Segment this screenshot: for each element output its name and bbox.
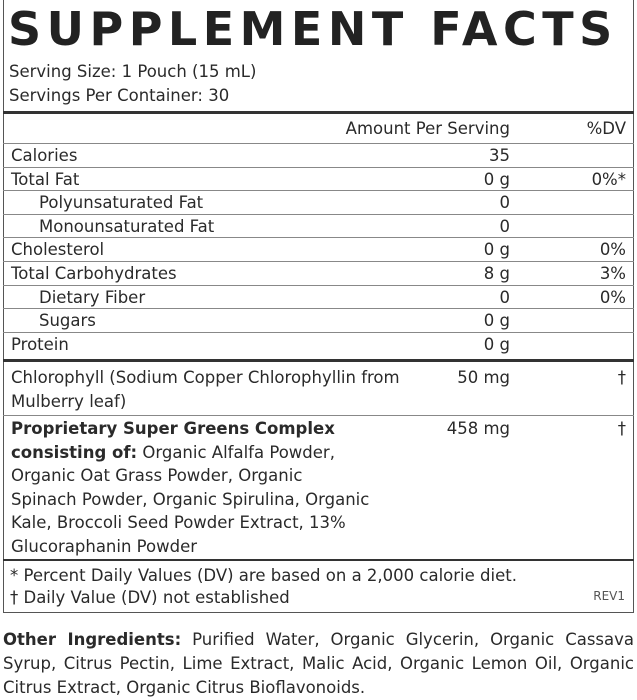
nutrient-row: Cholesterol 0 g 0% [3,238,634,262]
supplement-facts-panel [3,0,634,613]
nutrient-amount: 0 g [483,169,510,189]
ingredient-dv: † [617,368,626,387]
nutrient-name: Polyunsaturated Fat [39,193,204,213]
nutrient-dv: 3% [599,264,626,283]
row-divider [3,331,634,333]
nutrient-amount: 0 g [483,240,510,260]
nutrient-name: Cholesterol [11,240,105,260]
nutrient-name: Calories [11,146,78,165]
servings-per-container: Servings Per Container: 30 [9,86,230,105]
amount-header: Amount Per Serving [345,119,510,138]
footnote-dv: * Percent Daily Values (DV) are based on… [10,566,517,585]
row-divider [3,284,634,286]
revision-code: REV1 [593,589,625,603]
row-divider [3,213,634,215]
nutrient-name: Total Carbohydrates [11,264,177,283]
dv-header: %DV [586,119,626,138]
nutrient-amount: 0 g [483,334,510,354]
blend-description: Proprietary Super Greens Complex consist… [11,417,371,558]
nutrient-amount: 0 [499,216,511,236]
nutrient-dv: 0%* [591,169,626,189]
nutrient-amount: 0 [499,193,511,213]
nutrient-row: Total Carbohydrates 8 g 3% [3,262,634,286]
nutrient-name: Dietary Fiber [39,287,146,307]
other-ingredients-label: Other Ingredients: [3,630,182,649]
nutrient-name: Monounsaturated Fat [39,216,215,236]
nutrient-name: Protein [11,334,69,354]
ingredient-amount: 50 mg [457,368,510,387]
nutrient-dv: 0% [599,240,626,260]
other-ingredients-text: Purified Water, Organic Glycerin, Organi… [3,630,635,697]
blend-ingredients: Organic Alfalfa Powder, Organic Oat Gras… [11,442,370,556]
ingredient-name: Chlorophyll (Sodium Copper Chlorophyllin… [11,368,400,411]
row-divider [3,261,634,262]
row-divider [3,308,634,310]
divider [3,111,634,114]
nutrient-row: Monounsaturated Fat 0 [3,215,634,239]
nutrient-row: Protein 0 g [3,333,634,357]
row-divider [3,166,634,168]
nutrient-amount: 0 g [483,311,510,331]
nutrient-amount: 0 [499,287,511,307]
footnote-dagger: † Daily Value (DV) not established [10,588,290,607]
nutrient-row: Sugars 0 g [3,309,634,333]
row-divider [3,143,634,144]
row-divider [3,190,634,192]
chlorophyll-row: Chlorophyll (Sodium Copper Chlorophyllin… [3,366,634,414]
other-ingredients: Other Ingredients: Purified Water, Organ… [3,628,634,700]
blend-name: Proprietary Super Greens Complex consist… [11,419,335,462]
nutrient-row: Total Fat 0 g 0%* [3,168,634,192]
nutrient-row: Calories 35 [3,144,634,168]
row-divider [3,237,634,239]
nutrient-name: Total Fat [11,169,80,189]
serving-size: Serving Size: 1 Pouch (15 mL) [9,62,257,81]
nutrient-row: Polyunsaturated Fat 0 [3,191,634,215]
panel-title: SUPPLEMENT FACTS [8,2,618,56]
nutrient-amount: 35 [489,146,510,165]
divider [3,559,634,561]
blend-row: Proprietary Super Greens Complex consist… [3,417,634,559]
nutrient-amount: 8 g [483,264,510,283]
nutrient-dv: 0% [599,287,626,307]
nutrient-row: Dietary Fiber 0 0% [3,286,634,310]
blend-amount: 458 mg [446,419,510,438]
nutrient-name: Sugars [39,311,96,331]
divider [3,415,634,416]
divider [3,359,634,362]
header-row: Amount Per Serving %DV [3,117,634,141]
blend-dv: † [617,419,626,438]
